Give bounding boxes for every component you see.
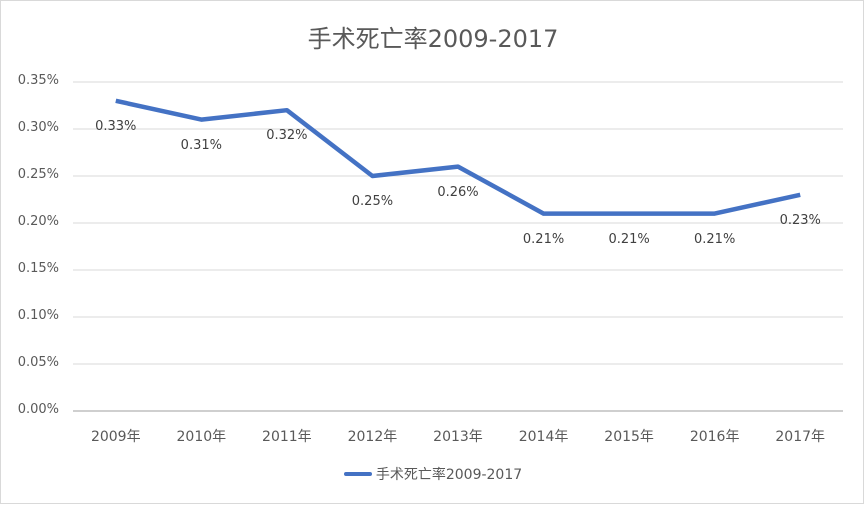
y-tick-label: 0.10% xyxy=(17,308,59,323)
x-tick-label: 2015年 xyxy=(604,429,654,445)
data-label: 0.23% xyxy=(779,212,821,228)
data-label: 0.31% xyxy=(180,137,222,153)
legend: 手术死亡率2009-2017 xyxy=(1,464,864,484)
legend-label: 手术死亡率2009-2017 xyxy=(375,467,523,483)
y-tick-label: 0.15% xyxy=(17,261,59,276)
x-tick-label: 2017年 xyxy=(775,429,826,445)
x-tick-label: 2010年 xyxy=(176,429,227,445)
legend-line-icon xyxy=(343,472,372,476)
y-tick-label: 0.05% xyxy=(17,355,59,370)
y-tick-label: 0.30% xyxy=(17,120,59,135)
data-label: 0.21% xyxy=(694,231,736,247)
data-label: 0.26% xyxy=(437,184,479,200)
x-tick-label: 2013年 xyxy=(433,429,483,445)
y-tick-label: 0.25% xyxy=(17,167,59,182)
y-tick-label: 0.20% xyxy=(17,214,59,229)
data-label: 0.21% xyxy=(608,231,650,247)
x-tick-label: 2014年 xyxy=(518,429,569,445)
x-tick-label: 2009年 xyxy=(90,429,141,445)
x-tick-label: 2011年 xyxy=(262,429,312,445)
x-tick-label: 2016年 xyxy=(689,429,740,445)
data-label: 0.25% xyxy=(351,194,394,209)
data-label: 0.21% xyxy=(522,231,565,247)
data-label: 0.33% xyxy=(95,118,137,134)
data-label: 0.32% xyxy=(266,128,308,144)
series-line xyxy=(115,98,801,216)
chart-title: 手术死亡率2009-2017 xyxy=(307,25,559,53)
y-tick-label: 0.35% xyxy=(17,73,59,88)
x-tick-label: 2012年 xyxy=(347,429,398,445)
y-tick-label: 0.00% xyxy=(17,402,59,417)
